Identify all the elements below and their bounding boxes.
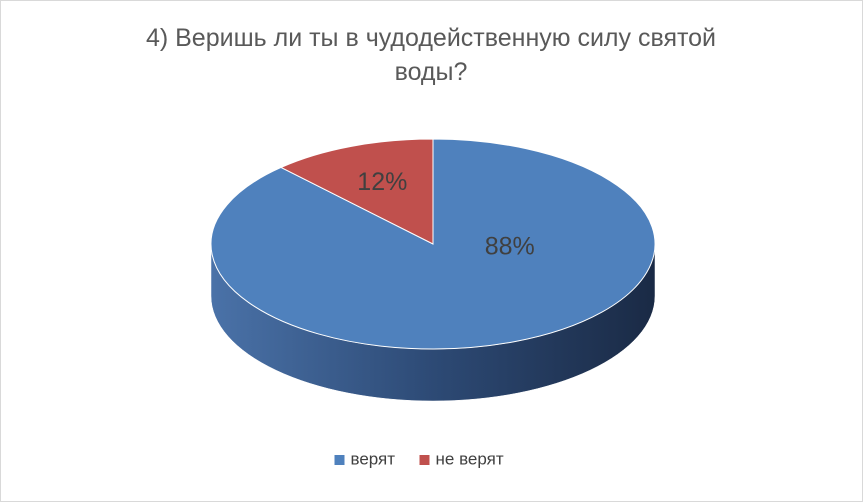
data-label: 12% [357, 168, 407, 196]
pie-slice [279, 138, 434, 245]
chart-title: 4) Веришь ли ты в чудодейственную силу с… [145, 24, 717, 86]
legend-label: не верят [436, 449, 504, 468]
legend-label: верят [351, 449, 396, 468]
legend-marker [419, 455, 430, 465]
legend-marker [334, 455, 345, 465]
data-label: 88% [485, 233, 535, 261]
